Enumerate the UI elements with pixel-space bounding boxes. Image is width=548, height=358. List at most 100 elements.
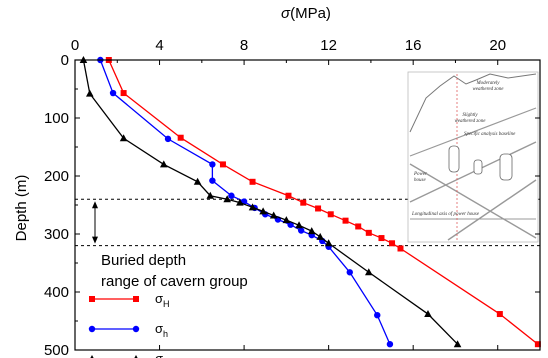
x-tick-label: 20 xyxy=(489,37,506,54)
legend-label: σV xyxy=(155,351,169,358)
annotation-arrow-head-top xyxy=(92,201,98,209)
data-point xyxy=(346,269,353,276)
inset-weathering-boundary xyxy=(409,107,537,157)
legend-item-h: σh xyxy=(88,321,168,339)
data-point xyxy=(424,310,432,318)
data-point xyxy=(159,160,168,168)
x-tick-label: 4 xyxy=(155,37,163,54)
inset-cavern-1 xyxy=(448,145,460,173)
x-tick-label: 16 xyxy=(405,37,422,54)
legend-marker xyxy=(133,296,139,302)
legend-item-V: σV xyxy=(90,351,169,358)
data-point xyxy=(206,191,215,199)
data-point xyxy=(119,134,128,142)
legend-marker xyxy=(90,355,94,358)
inset-label: Slightly xyxy=(462,113,478,118)
data-point xyxy=(327,211,334,218)
y-tick-label: 100 xyxy=(44,110,69,127)
y-tick-label: 0 xyxy=(61,52,69,69)
data-point xyxy=(236,198,244,206)
data-point xyxy=(177,134,184,141)
inset-cavern-3 xyxy=(499,153,513,181)
data-point xyxy=(397,245,404,252)
series-H xyxy=(105,57,541,348)
data-point xyxy=(209,177,216,184)
data-point xyxy=(219,161,226,168)
data-point xyxy=(193,177,202,185)
annotation-line-2: range of cavern group xyxy=(101,273,248,290)
inset-frame xyxy=(407,71,539,243)
data-point xyxy=(534,341,541,348)
data-point xyxy=(285,192,292,199)
series-V xyxy=(79,56,462,348)
data-point xyxy=(316,232,324,240)
data-point xyxy=(269,211,278,219)
x-tick-label: 0 xyxy=(71,37,79,54)
data-point xyxy=(164,135,172,143)
legend: σH σh σV xyxy=(88,291,170,358)
inset-label: Specific analysis baseline xyxy=(464,132,516,137)
legend-label: σh xyxy=(155,321,168,339)
data-point xyxy=(300,199,307,206)
y-tick-label: 500 xyxy=(44,342,69,358)
data-point xyxy=(315,205,322,212)
x-axis-title: σ(MPa) xyxy=(281,5,331,22)
data-point xyxy=(374,312,381,319)
data-point xyxy=(355,223,362,230)
axes: σ(MPa) Depth (m) 0 4 8 12 16 2001002003004005… xyxy=(13,5,541,358)
data-point xyxy=(295,221,303,229)
inset-label: house xyxy=(414,178,426,183)
inset-cavern-2 xyxy=(473,159,483,175)
data-point xyxy=(378,235,385,242)
data-point xyxy=(307,227,316,235)
data-point xyxy=(365,229,372,236)
data-point xyxy=(389,240,396,247)
data-point xyxy=(342,217,349,224)
x-tick-label: 12 xyxy=(320,37,337,54)
inset-diagonal-line xyxy=(447,179,537,241)
annotation-line-1: Buried depth xyxy=(101,252,186,269)
legend-marker xyxy=(134,355,138,358)
annotation-arrow-head-bottom xyxy=(92,236,98,244)
legend-label: σH xyxy=(155,291,170,309)
inset-label: weathered zone xyxy=(472,87,504,92)
y-tick-label: 200 xyxy=(44,168,69,185)
data-point xyxy=(223,195,231,203)
data-point xyxy=(297,227,305,234)
series-line xyxy=(82,59,459,345)
legend-marker xyxy=(88,325,96,333)
data-point xyxy=(364,268,373,276)
data-point xyxy=(249,178,256,185)
data-point xyxy=(228,192,235,199)
inset-label: Longitudinal axis of power house xyxy=(411,212,480,217)
y-tick-label: 400 xyxy=(44,284,69,301)
series-h xyxy=(97,56,394,348)
inset-baseline xyxy=(409,141,537,203)
x-tick-label: 8 xyxy=(240,37,248,54)
data-point xyxy=(120,90,127,97)
inset-ground-surface xyxy=(409,73,537,133)
series-layer xyxy=(79,56,541,348)
legend-item-H: σH xyxy=(89,291,170,309)
inset-fault-line xyxy=(409,163,537,239)
data-point xyxy=(386,341,394,348)
data-point xyxy=(453,340,462,348)
data-point xyxy=(248,203,257,211)
data-point xyxy=(324,239,333,247)
data-point xyxy=(259,207,267,215)
legend-marker xyxy=(89,296,95,302)
data-point xyxy=(496,311,503,318)
y-axis-title: Depth (m) xyxy=(13,175,30,242)
inset-label: weathered zone xyxy=(454,119,486,124)
data-point xyxy=(282,216,291,224)
y-tick-label: 300 xyxy=(44,226,69,243)
depth-range-annotation: Buried depth range of cavern group xyxy=(92,201,248,290)
data-point xyxy=(109,89,117,97)
data-point xyxy=(85,89,94,97)
inset-label: Moderately xyxy=(475,81,500,86)
inset-label: Power xyxy=(413,172,427,177)
legend-marker xyxy=(132,325,140,333)
data-point xyxy=(209,161,216,168)
